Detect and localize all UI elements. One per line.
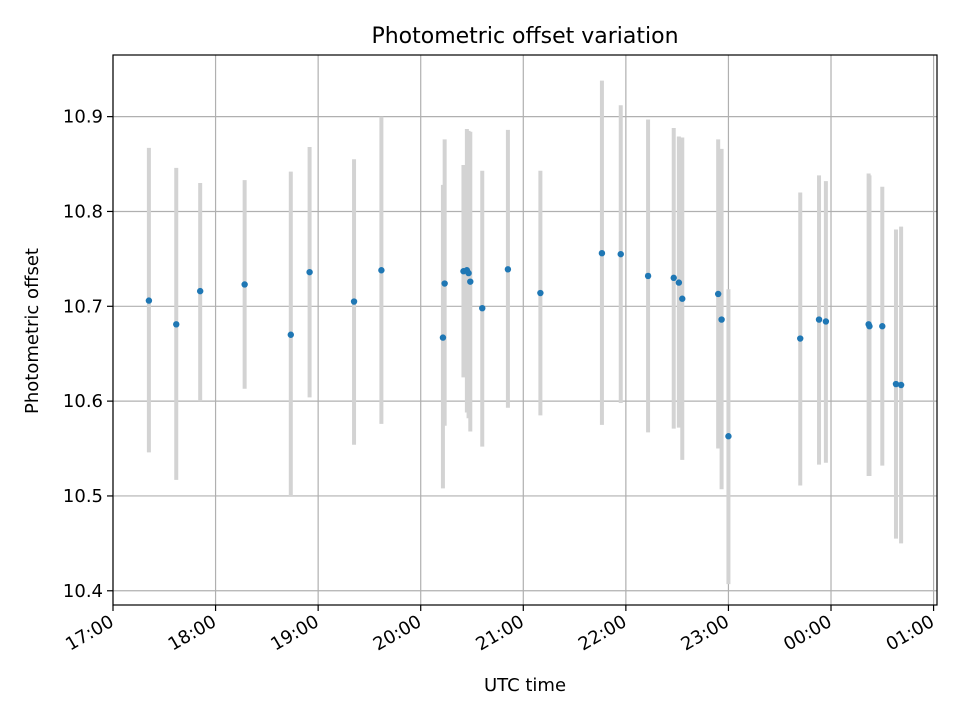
data-point xyxy=(441,280,448,287)
data-point xyxy=(725,433,732,440)
y-axis-label: Photometric offset xyxy=(22,248,43,414)
data-point xyxy=(797,335,804,342)
x-axis-label: UTC time xyxy=(484,675,566,696)
y-tick-label: 10.4 xyxy=(63,581,103,602)
data-point xyxy=(378,267,385,274)
data-point xyxy=(504,266,512,273)
data-point xyxy=(644,272,652,280)
data-point xyxy=(879,323,886,330)
data-point xyxy=(897,381,905,389)
data-point xyxy=(617,250,624,258)
y-tick-label: 10.9 xyxy=(63,107,103,128)
plot-frame xyxy=(112,54,938,606)
data-points xyxy=(145,249,905,440)
data-point xyxy=(241,281,248,288)
data-point xyxy=(439,334,447,341)
y-axis-ticks: 10.4 10.5 10.6 10.7 10.8 10.9 xyxy=(63,107,113,602)
chart-title: Photometric offset variation xyxy=(371,24,678,49)
data-point xyxy=(465,269,472,277)
data-point xyxy=(815,316,823,323)
data-point xyxy=(145,297,153,304)
y-tick-label: 10.7 xyxy=(63,296,103,317)
data-point xyxy=(196,287,204,295)
data-point xyxy=(350,298,358,305)
data-point xyxy=(479,304,486,312)
data-point xyxy=(173,321,180,328)
y-tick-label: 10.6 xyxy=(63,391,103,412)
data-point xyxy=(675,279,683,286)
data-point xyxy=(822,318,830,325)
y-tick-label: 10.8 xyxy=(63,201,103,222)
data-point xyxy=(718,316,725,323)
data-point xyxy=(537,289,544,297)
data-point xyxy=(670,274,677,282)
data-point xyxy=(467,278,474,285)
data-point xyxy=(892,380,900,388)
data-point xyxy=(866,323,873,330)
data-point xyxy=(598,249,606,257)
data-point xyxy=(714,290,722,298)
data-point xyxy=(287,331,294,338)
data-point xyxy=(679,295,686,302)
data-point xyxy=(306,268,313,276)
y-tick-label: 10.5 xyxy=(63,486,103,507)
